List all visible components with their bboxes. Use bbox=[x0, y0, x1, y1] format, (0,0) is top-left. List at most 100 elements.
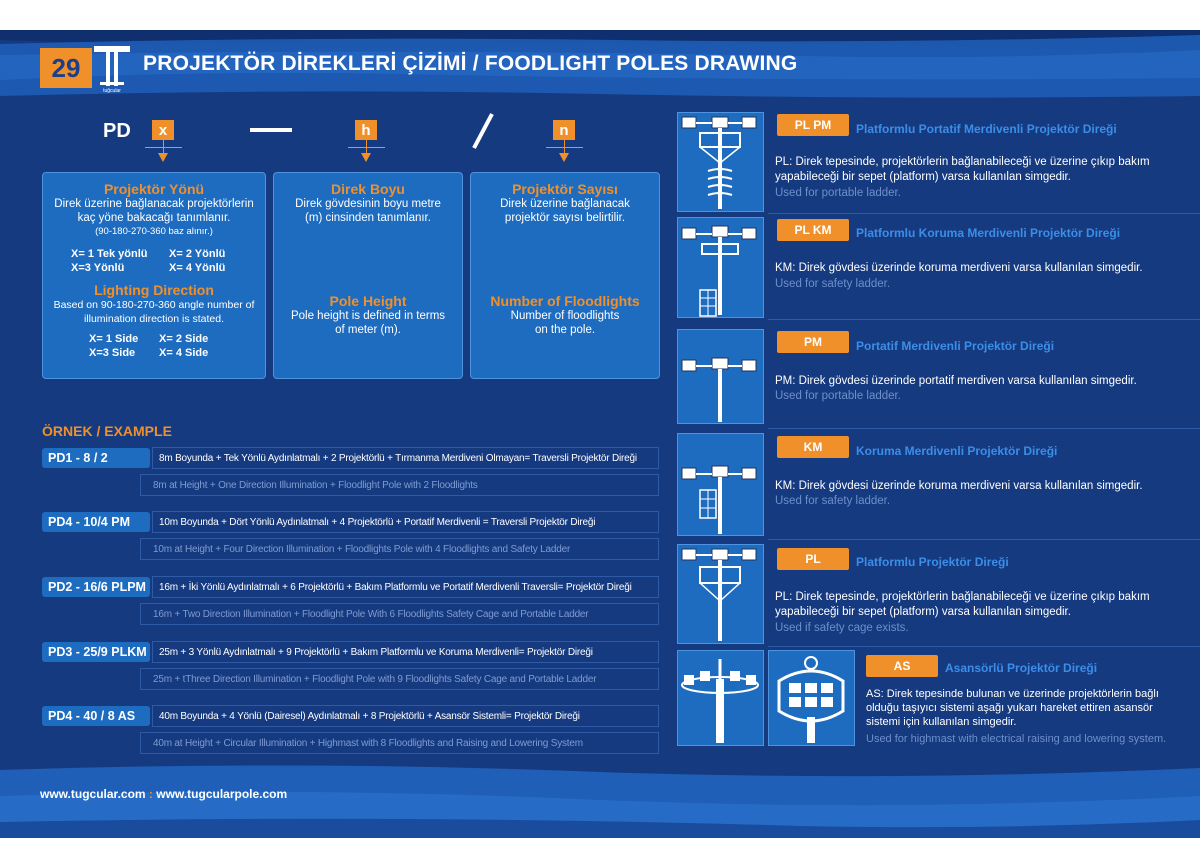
type-description-tr: KM: Direk gövdesi üzerinde koruma merdiv… bbox=[775, 480, 1143, 492]
type-badge: AS bbox=[866, 655, 938, 677]
footer-urls: www.tugcular.com : www.tugcularpole.com bbox=[40, 787, 287, 801]
definition-box-height: Direk Boyu Direk gövdesinin boyu metre (… bbox=[273, 172, 463, 379]
divider bbox=[768, 319, 1200, 320]
type-title: Portatif Merdivenli Projektör Direği bbox=[856, 339, 1055, 353]
footer-separator: : bbox=[148, 787, 153, 801]
connector bbox=[366, 140, 367, 148]
example-code: PD2 - 16/6 PLPM bbox=[42, 577, 150, 597]
definition-text-tr: Direk üzerine bağlanacak projektör sayıs… bbox=[500, 198, 630, 224]
connector bbox=[366, 147, 367, 153]
type-badge: PL KM bbox=[777, 219, 849, 241]
direction-option: X=3 Yönlü bbox=[71, 262, 125, 274]
definition-heading-tr: Projektör Sayısı bbox=[512, 181, 618, 197]
definition-heading-tr: Direk Boyu bbox=[331, 181, 405, 197]
direction-option: X= 1 Tek yönlü bbox=[71, 248, 148, 260]
pole-illustration-plpm bbox=[677, 112, 764, 212]
example-heading: ÖRNEK / EXAMPLE bbox=[42, 423, 172, 439]
page-title: PROJEKTÖR DİREKLERİ ÇİZİMİ / FOODLIGHT P… bbox=[143, 52, 798, 75]
formula-var-n: n bbox=[553, 120, 575, 140]
pole-illustration-pm bbox=[677, 329, 764, 424]
example-code: PD1 - 8 / 2 bbox=[42, 448, 150, 468]
example-tr: 8m Boyunda + Tek Yönlü Aydınlatmalı + 2 … bbox=[152, 447, 659, 469]
arrow-down-icon bbox=[158, 153, 168, 162]
divider bbox=[768, 428, 1200, 429]
pole-illustration-km bbox=[677, 433, 764, 536]
type-description-tr: PM: Direk gövdesi üzerinde portatif merd… bbox=[775, 375, 1137, 387]
example-code: PD4 - 40 / 8 AS bbox=[42, 706, 150, 726]
definition-box-direction: Projektör Yönü Direk üzerine bağlanacak … bbox=[42, 172, 266, 379]
logo-text: tuğcular bbox=[103, 88, 121, 94]
type-title: Platformlu Portatif Merdivenli Projektör… bbox=[856, 122, 1117, 136]
direction-option: X= 1 Side bbox=[89, 333, 139, 345]
page-number: 29 bbox=[40, 48, 92, 88]
tugcular-logo: tuğcular bbox=[94, 46, 130, 94]
definition-text-tr: Direk üzerine bağlanacak projektörlerin … bbox=[54, 198, 254, 224]
type-description-en: Used for highmast with electrical raisin… bbox=[866, 733, 1167, 745]
example-en: 25m + tThree Direction Illumination + Fl… bbox=[140, 668, 659, 690]
connector bbox=[564, 147, 565, 153]
type-description-tr: PL: Direk tepesinde, projektörlerin bağl… bbox=[775, 156, 1150, 183]
example-tr: 40m Boyunda + 4 Yönlü (Dairesel) Aydınla… bbox=[152, 705, 659, 727]
type-title: Platformlu Koruma Merdivenli Projektör D… bbox=[856, 226, 1121, 240]
formula-dash bbox=[250, 128, 292, 132]
footer-link-tugcular[interactable]: www.tugcular.com bbox=[40, 787, 146, 801]
connector bbox=[564, 140, 565, 148]
type-description-tr: PL: Direk tepesinde, projektörlerin bağl… bbox=[775, 591, 1150, 618]
definition-text-en: Pole height is defined in terms of meter… bbox=[290, 310, 446, 336]
type-title: Asansörlü Projektör Direği bbox=[945, 661, 1098, 675]
definition-text-en: Number of floodlights on the pole. bbox=[510, 310, 620, 336]
direction-option: X= 2 Side bbox=[159, 333, 209, 345]
type-description-en: Used for safety ladder. bbox=[775, 278, 891, 290]
definition-heading-en: Lighting Direction bbox=[94, 282, 214, 298]
example-en: 10m at Height + Four Direction Illuminat… bbox=[140, 538, 659, 560]
example-en: 8m at Height + One Direction Illuminatio… bbox=[140, 474, 659, 496]
lift-system-icon bbox=[777, 656, 845, 743]
example-code: PD3 - 25/9 PLKM bbox=[42, 642, 150, 662]
type-title: Koruma Merdivenli Projektör Direği bbox=[856, 444, 1058, 458]
divider bbox=[768, 213, 1200, 214]
definition-heading-en: Number of Floodlights bbox=[490, 293, 640, 309]
type-title: Platformlu Projektör Direği bbox=[856, 555, 1009, 569]
definition-box-count: Projektör Sayısı Direk üzerine bağlanaca… bbox=[470, 172, 660, 379]
definition-text-en: Based on 90-180-270-360 angle number of … bbox=[53, 299, 255, 325]
definition-text-tr: Direk gövdesinin boyu metre (m) cinsinde… bbox=[295, 198, 441, 224]
connector bbox=[163, 147, 164, 153]
type-description-en: Used for safety ladder. bbox=[775, 495, 891, 507]
pole-illustration-plkm bbox=[677, 217, 764, 318]
pole-portable-ladder-icon bbox=[681, 357, 757, 422]
pole-platform-icon bbox=[681, 548, 757, 641]
divider bbox=[768, 646, 1200, 647]
type-description-en: Used if safety cage exists. bbox=[775, 622, 909, 634]
type-badge: PL PM bbox=[777, 114, 849, 136]
connector bbox=[163, 140, 164, 148]
arrow-down-icon bbox=[559, 153, 569, 162]
example-en: 40m at Height + Circular Illumination + … bbox=[140, 732, 659, 754]
highmast-illustration bbox=[677, 650, 764, 746]
pole-platform-ladder-icon bbox=[681, 116, 757, 209]
pole-illustration-pl bbox=[677, 544, 764, 644]
divider bbox=[768, 539, 1200, 540]
direction-option: X= 2 Yönlü bbox=[169, 248, 226, 260]
definition-heading-tr: Projektör Yönü bbox=[103, 181, 205, 197]
formula-slash bbox=[472, 113, 494, 149]
direction-option: X= 4 Side bbox=[159, 347, 209, 359]
type-badge: KM bbox=[777, 436, 849, 458]
type-description-en: Used for portable ladder. bbox=[775, 390, 901, 402]
pole-safety-ladder-icon bbox=[681, 465, 757, 534]
pole-platform-safety-ladder-icon bbox=[681, 225, 757, 317]
type-description-en: Used for portable ladder. bbox=[775, 187, 901, 199]
footer-link-tugcularpole[interactable]: www.tugcularpole.com bbox=[156, 787, 288, 801]
example-en: 16m + Two Direction Illumination + Flood… bbox=[140, 603, 659, 625]
lift-illustration bbox=[768, 650, 855, 746]
type-badge: PL bbox=[777, 548, 849, 570]
arrow-down-icon bbox=[361, 153, 371, 162]
example-tr: 16m + İki Yönlü Aydınlatmalı + 6 Projekt… bbox=[152, 576, 659, 598]
highmast-ring-icon bbox=[681, 659, 759, 743]
direction-grid-en: X= 1 Side X= 2 Side X=3 Side X= 4 Side bbox=[89, 332, 265, 360]
formula-var-h: h bbox=[355, 120, 377, 140]
definition-heading-en: Pole Height bbox=[329, 293, 407, 309]
formula-prefix: PD bbox=[103, 120, 131, 142]
direction-option: X= 4 Yönlü bbox=[169, 262, 226, 274]
example-tr: 25m + 3 Yönlü Aydınlatmalı + 9 Projektör… bbox=[152, 641, 659, 663]
